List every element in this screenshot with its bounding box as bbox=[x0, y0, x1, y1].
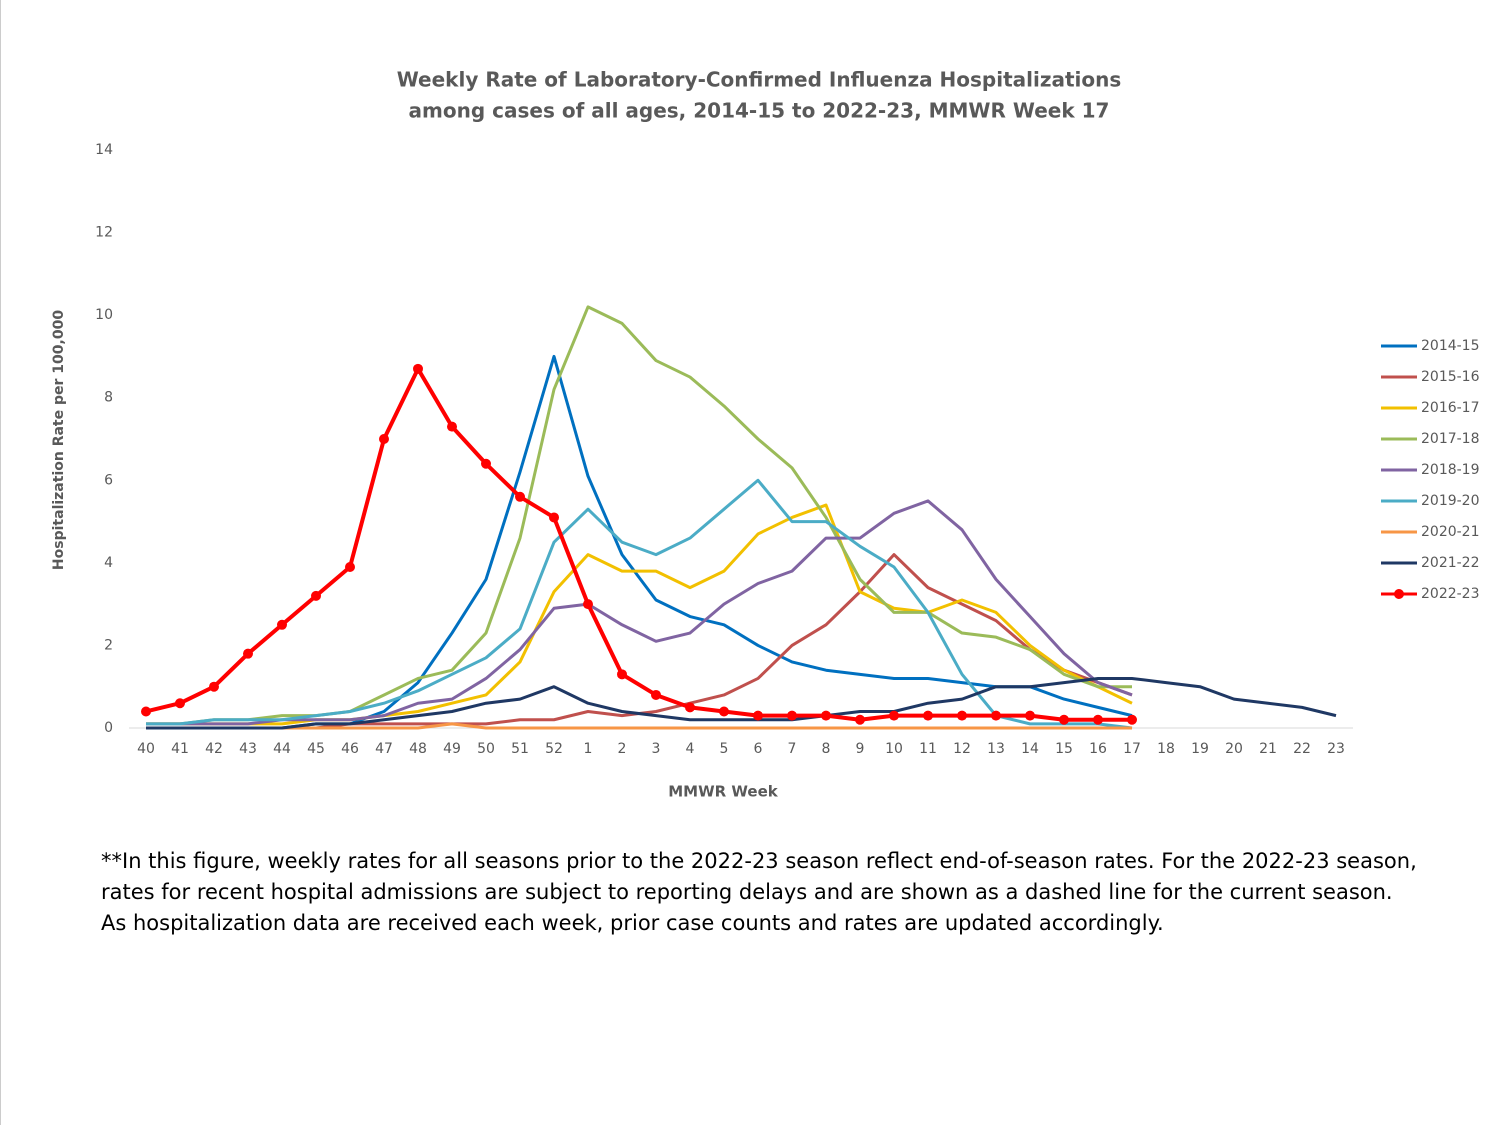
point bbox=[651, 689, 661, 700]
point bbox=[1093, 714, 1103, 725]
y-tick-label: 4 bbox=[104, 555, 113, 571]
x-tick-label: 52 bbox=[545, 741, 563, 757]
x-tick-label: 51 bbox=[511, 741, 529, 757]
chart-title: among cases of all ages, 2014-15 to 2022… bbox=[409, 99, 1110, 123]
point bbox=[481, 458, 491, 469]
point bbox=[141, 706, 151, 717]
x-tick-label: 13 bbox=[987, 741, 1005, 757]
point bbox=[889, 710, 899, 721]
point bbox=[855, 714, 865, 725]
point bbox=[549, 512, 559, 523]
point bbox=[413, 363, 423, 374]
x-axis-label: MMWR Week bbox=[668, 783, 779, 801]
y-tick-label: 12 bbox=[95, 225, 113, 241]
legend-label: 2019-20 bbox=[1421, 493, 1480, 509]
series-line bbox=[145, 366, 1132, 722]
x-tick-label: 12 bbox=[953, 741, 971, 757]
x-tick-label: 23 bbox=[1327, 741, 1345, 757]
y-tick-label: 6 bbox=[104, 472, 113, 488]
x-tick-label: 7 bbox=[788, 741, 797, 757]
x-tick-label: 43 bbox=[239, 741, 257, 757]
x-tick-label: 6 bbox=[754, 741, 763, 757]
y-tick-label: 8 bbox=[104, 390, 113, 406]
x-tick-label: 10 bbox=[885, 741, 903, 757]
x-tick-label: 14 bbox=[1021, 741, 1039, 757]
chart-title: Weekly Rate of Laboratory-Confirmed Infl… bbox=[397, 68, 1122, 92]
footnote: **In this figure, weekly rates for all s… bbox=[101, 849, 1417, 935]
point bbox=[379, 434, 389, 444]
legend-label: 2020-21 bbox=[1421, 524, 1480, 540]
x-tick-label: 20 bbox=[1225, 741, 1243, 757]
point bbox=[685, 702, 695, 713]
point bbox=[277, 619, 287, 630]
x-tick-label: 16 bbox=[1089, 741, 1107, 757]
point bbox=[515, 491, 525, 502]
point bbox=[617, 669, 627, 680]
y-tick-label: 2 bbox=[104, 637, 113, 653]
legend-label: 2015-16 bbox=[1421, 369, 1480, 385]
point bbox=[957, 710, 967, 721]
x-tick-label: 17 bbox=[1123, 741, 1141, 757]
x-tick-label: 21 bbox=[1259, 741, 1277, 757]
legend-label: 2014-15 bbox=[1421, 338, 1480, 354]
y-tick-label: 14 bbox=[95, 142, 113, 158]
legend-label: 2017-18 bbox=[1421, 431, 1480, 447]
y-axis-label: Hospitalization Rate per 100,000 bbox=[51, 310, 67, 570]
point bbox=[787, 710, 797, 721]
x-tick-label: 44 bbox=[273, 741, 291, 757]
x-tick-label: 3 bbox=[652, 741, 661, 757]
legend-marker bbox=[1394, 589, 1404, 599]
point bbox=[175, 698, 185, 709]
x-tick-label: 19 bbox=[1191, 741, 1209, 757]
y-tick-label: 10 bbox=[95, 307, 113, 323]
series-line bbox=[146, 354, 1133, 730]
y-tick-label: 0 bbox=[104, 720, 113, 736]
x-tick-label: 42 bbox=[205, 741, 223, 757]
legend-label: 2022-23 bbox=[1421, 586, 1480, 602]
x-tick-label: 22 bbox=[1293, 741, 1311, 757]
point bbox=[243, 648, 253, 659]
x-tick-label: 11 bbox=[919, 741, 937, 757]
x-tick-label: 1 bbox=[584, 741, 593, 757]
point bbox=[311, 590, 321, 601]
point bbox=[753, 710, 763, 721]
series-line bbox=[146, 478, 1133, 730]
point bbox=[821, 710, 831, 721]
x-tick-label: 49 bbox=[443, 741, 461, 757]
x-tick-label: 40 bbox=[137, 741, 155, 757]
legend-label: 2021-22 bbox=[1421, 555, 1480, 571]
legend-label: 2016-17 bbox=[1421, 400, 1480, 416]
x-tick-label: 50 bbox=[477, 741, 495, 757]
x-tick-label: 15 bbox=[1055, 741, 1073, 757]
x-tick-label: 46 bbox=[341, 741, 359, 757]
point bbox=[719, 706, 729, 717]
point bbox=[923, 710, 933, 721]
x-tick-label: 45 bbox=[307, 741, 325, 757]
x-tick-label: 9 bbox=[856, 741, 865, 757]
point bbox=[1025, 710, 1035, 721]
point bbox=[345, 561, 355, 572]
point bbox=[1059, 714, 1069, 725]
x-tick-label: 41 bbox=[171, 741, 189, 757]
legend-label: 2018-19 bbox=[1421, 462, 1480, 478]
point bbox=[447, 421, 457, 432]
series-line bbox=[146, 499, 1133, 726]
point bbox=[1127, 714, 1137, 725]
series-line bbox=[146, 722, 1132, 730]
series-line bbox=[146, 676, 1337, 730]
series-line bbox=[146, 305, 1132, 726]
point bbox=[209, 681, 219, 692]
x-tick-label: 47 bbox=[375, 741, 393, 757]
point bbox=[991, 710, 1001, 721]
x-tick-label: 8 bbox=[822, 741, 831, 757]
x-tick-label: 2 bbox=[618, 741, 627, 757]
x-tick-label: 5 bbox=[720, 741, 729, 757]
point bbox=[583, 599, 593, 610]
x-tick-label: 4 bbox=[686, 741, 695, 757]
x-tick-label: 18 bbox=[1157, 741, 1175, 757]
x-tick-label: 48 bbox=[409, 741, 427, 757]
